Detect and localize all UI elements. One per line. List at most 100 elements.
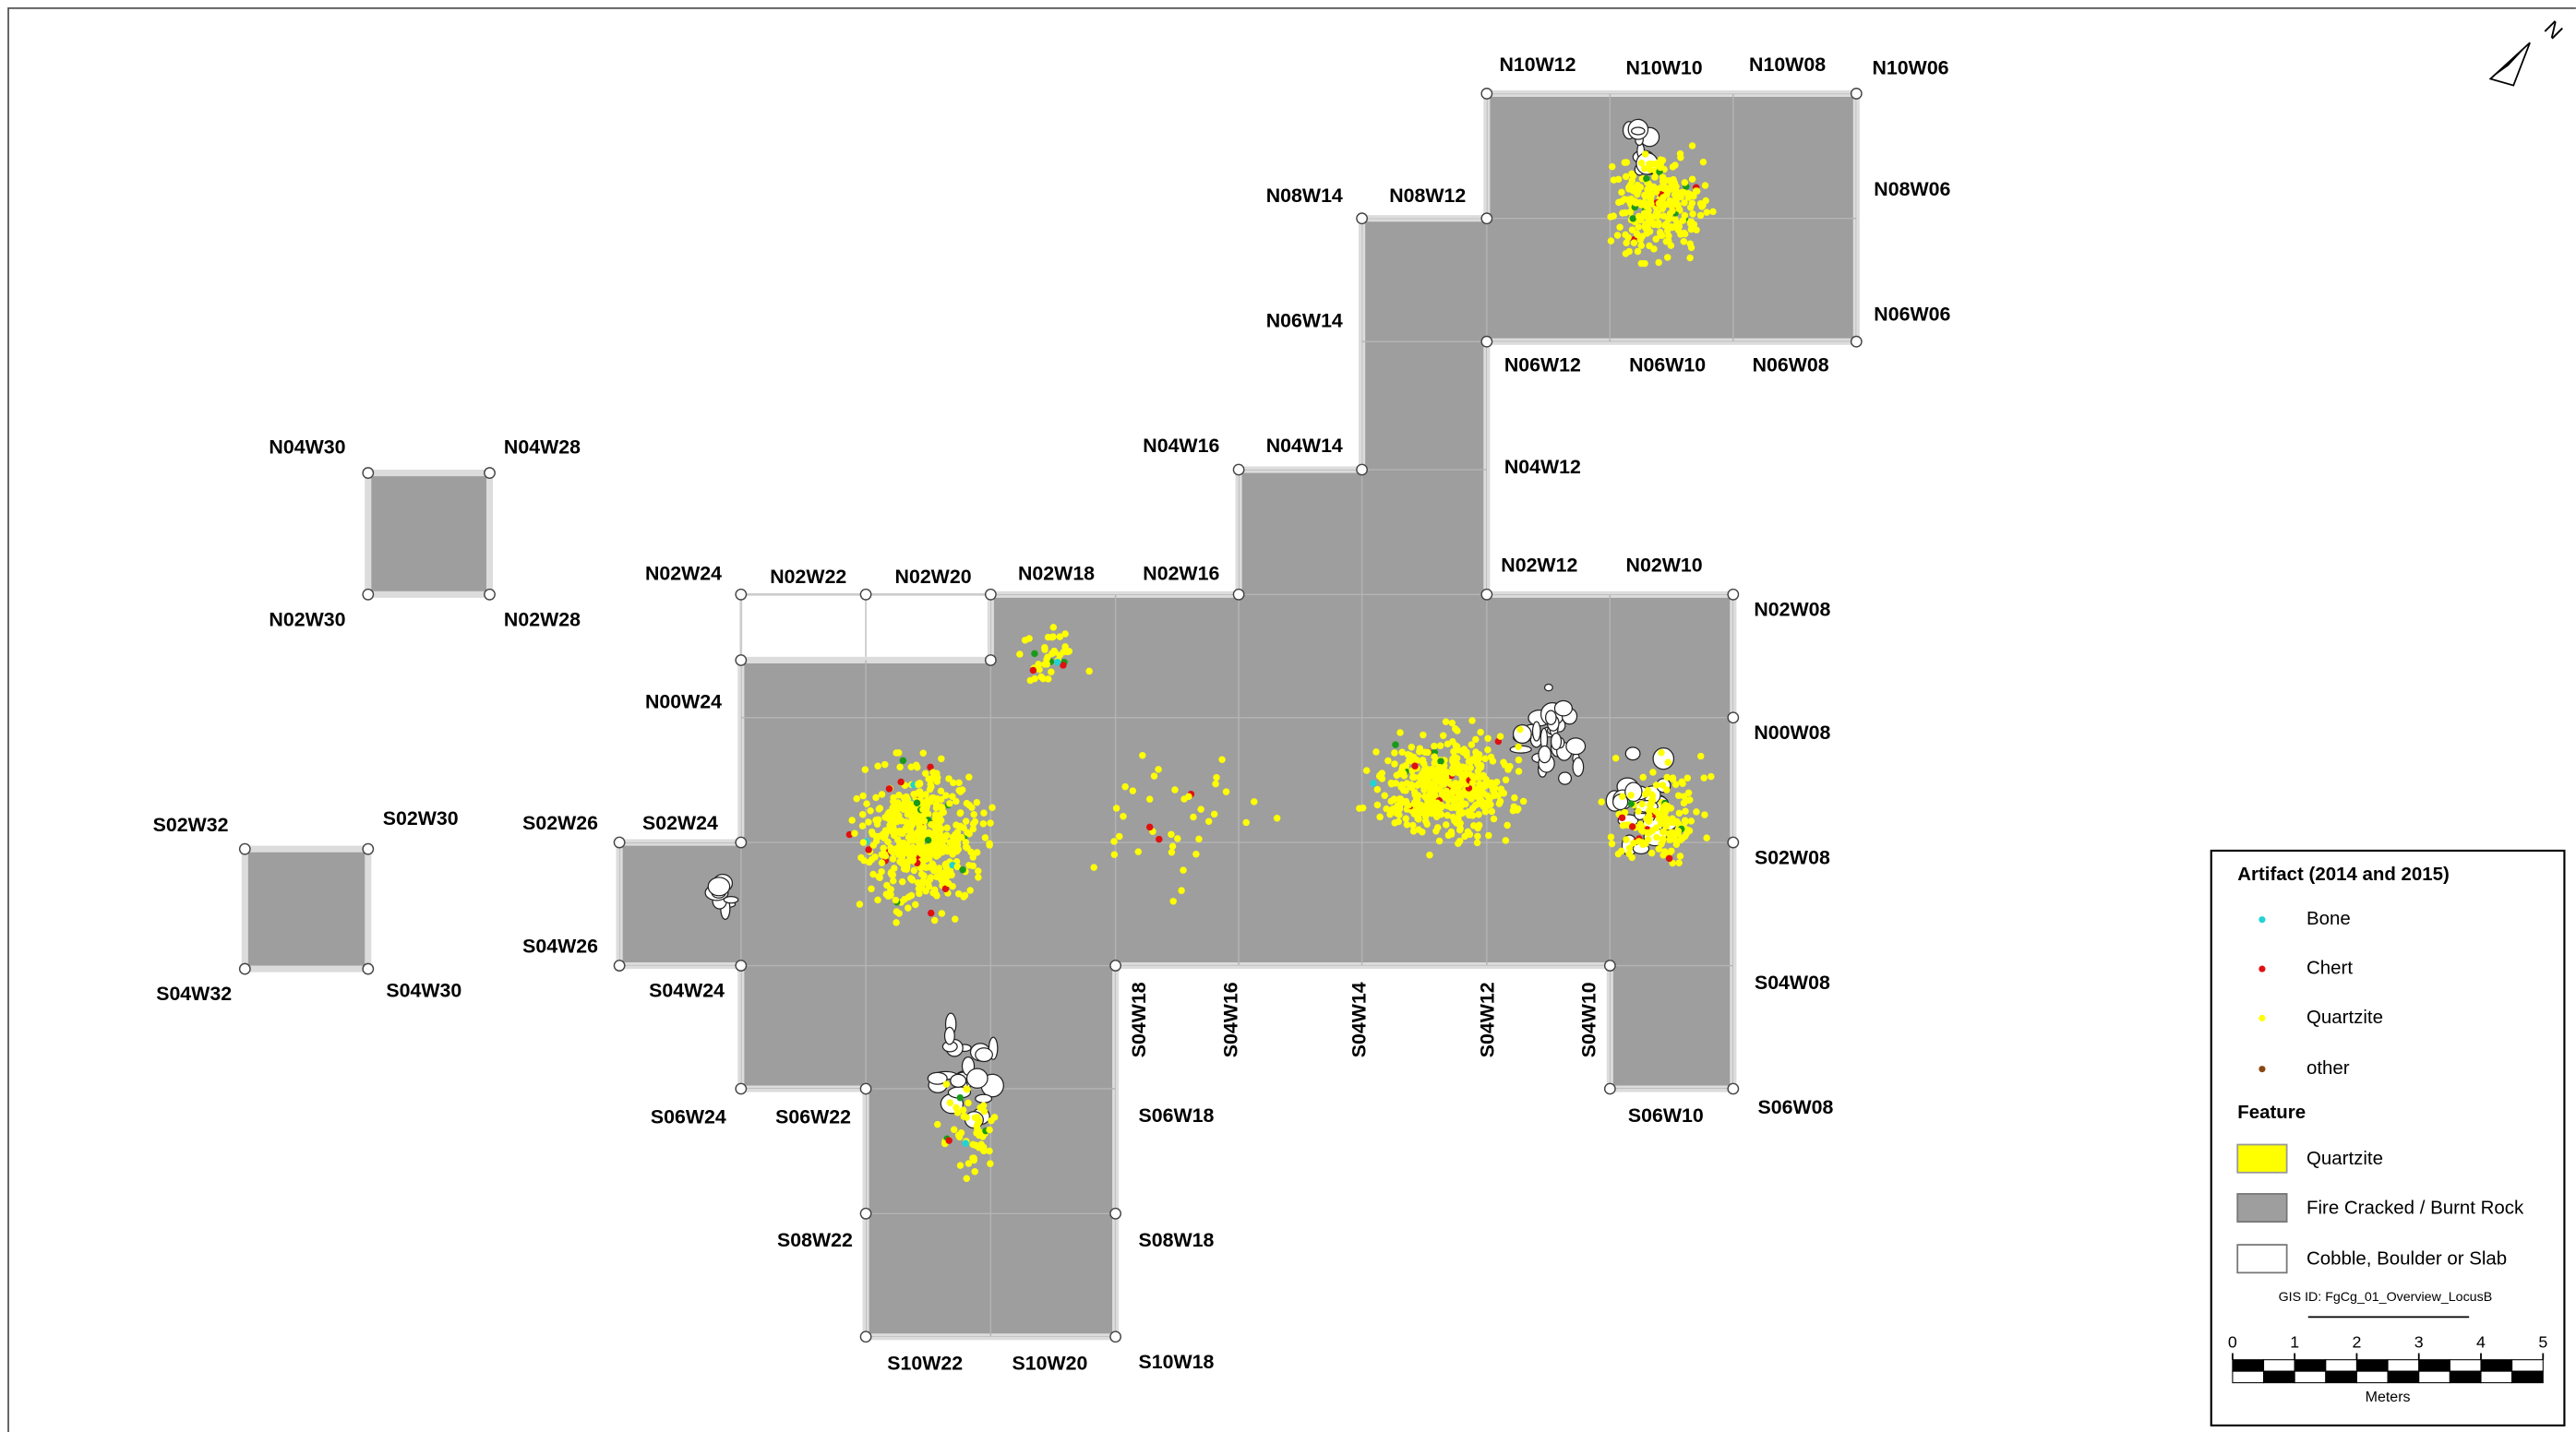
legend-item: Quartzite: [2306, 1148, 2383, 1169]
artifact-dot: [1618, 188, 1625, 197]
artifact-dot: [1675, 809, 1683, 817]
grid-label: S04W32: [156, 983, 232, 1005]
artifact-dot: [1389, 805, 1397, 813]
artifact-dot: [1641, 150, 1649, 158]
artifact-dot: [1615, 198, 1623, 207]
artifact-dot: [1444, 769, 1451, 776]
datum-marker: [1603, 1082, 1616, 1095]
artifact-dot: [1666, 214, 1673, 222]
datum-marker: [1232, 588, 1245, 601]
artifact-dot: [1050, 647, 1058, 655]
artifact-dot: [1684, 789, 1693, 797]
artifact-dot: [1178, 887, 1185, 894]
artifact-dot: [1687, 218, 1695, 225]
datum-marker: [735, 654, 748, 666]
artifact-dot: [1655, 845, 1663, 853]
artifact-dot: [950, 1126, 958, 1134]
artifact-dot: [946, 800, 953, 807]
grid-label: N02W24: [645, 563, 722, 585]
scale-segment: [2294, 1359, 2327, 1372]
artifact-dot: [973, 798, 981, 806]
scale-tick-label: 1: [2290, 1333, 2299, 1352]
artifact-dot: [1647, 193, 1655, 200]
artifact-dot: [1625, 850, 1633, 858]
artifact-dot: [1647, 166, 1654, 173]
artifact-dot: [895, 812, 903, 819]
grid-label: S10W22: [887, 1353, 963, 1375]
rock: [950, 1073, 967, 1088]
artifact-dot: [1501, 761, 1509, 769]
artifact-dot: [1056, 633, 1064, 640]
artifact-dot: [1362, 767, 1371, 774]
artifact-dot: [965, 1099, 972, 1107]
legend-item: other: [2306, 1057, 2350, 1079]
artifact-dot: [1174, 835, 1181, 842]
artifact-dot: [904, 805, 911, 813]
artifact-dot: [1061, 643, 1069, 650]
artifact-dot: [1676, 149, 1684, 158]
artifact-dot: [1251, 798, 1258, 806]
artifact-dot: [919, 749, 928, 758]
artifact-dot: [1675, 205, 1683, 213]
datum-marker: [362, 588, 375, 601]
artifact-dot: [1644, 836, 1652, 843]
artifact-dot: [885, 808, 893, 817]
artifact-dot: [1449, 813, 1457, 821]
artifact-dot: [1470, 793, 1478, 800]
artifact-dot: [1466, 811, 1473, 819]
artifact-dot: [927, 763, 934, 771]
artifact-dot: [1635, 807, 1642, 815]
artifact-dot: [1693, 808, 1700, 816]
artifact-dot: [973, 849, 981, 856]
artifact-dot: [1427, 797, 1435, 806]
artifact-dot: [1653, 212, 1661, 221]
artifact-dot: [1391, 760, 1398, 768]
artifact-dot: [1664, 758, 1672, 766]
artifact-dot: [942, 831, 951, 840]
artifact-dot: [1668, 818, 1675, 826]
grid-label: S02W24: [642, 812, 718, 834]
artifact-dot: [1659, 828, 1667, 836]
artifact-dot: [1511, 794, 1518, 802]
legend-item: Chert: [2306, 957, 2353, 978]
grid-label: N00W24: [645, 690, 722, 712]
artifact-dot: [1607, 833, 1615, 841]
artifact-dot: [1659, 837, 1667, 845]
artifact-dot: [957, 1128, 965, 1137]
artifact-dot: [1627, 792, 1635, 799]
artifact-dot: [1671, 832, 1678, 840]
artifact-dot: [1496, 797, 1504, 806]
artifact-dot: [1456, 837, 1464, 845]
artifact-dot: [1434, 824, 1442, 831]
artifact-dot: [1623, 836, 1630, 843]
grid-label: N02W12: [1501, 555, 1577, 577]
artifact-dot: [874, 896, 881, 904]
artifact-dot: [900, 865, 908, 873]
artifact-dot: [1443, 787, 1450, 794]
artifact-dot: [1484, 734, 1492, 743]
artifact-dot: [858, 822, 867, 829]
artifact-dot: [953, 837, 962, 845]
artifact-dot: [1384, 757, 1392, 765]
artifact-dot: [971, 1141, 979, 1149]
artifact-dot: [1696, 211, 1705, 220]
artifact-dot: [1090, 864, 1097, 871]
artifact-dot: [1700, 774, 1707, 782]
artifact-dot: [1516, 725, 1524, 734]
artifact-dot: [1629, 185, 1636, 192]
artifact-dot: [1618, 847, 1625, 855]
artifact-dot: [1459, 748, 1467, 756]
artifact-dot: [1485, 831, 1492, 840]
artifact-dot: [1686, 240, 1694, 248]
datum-marker: [1109, 1207, 1122, 1220]
artifact-dot: [1134, 848, 1143, 855]
artifact-dot: [1607, 237, 1615, 245]
grid-label: S08W18: [1139, 1229, 1215, 1251]
scale-segment: [2387, 1370, 2420, 1384]
artifact-dot: [924, 836, 932, 844]
artifact-dot: [1437, 802, 1445, 809]
grid-label: N06W12: [1504, 354, 1581, 376]
artifact-dot: [1637, 159, 1646, 167]
artifact-dot: [1682, 807, 1689, 816]
